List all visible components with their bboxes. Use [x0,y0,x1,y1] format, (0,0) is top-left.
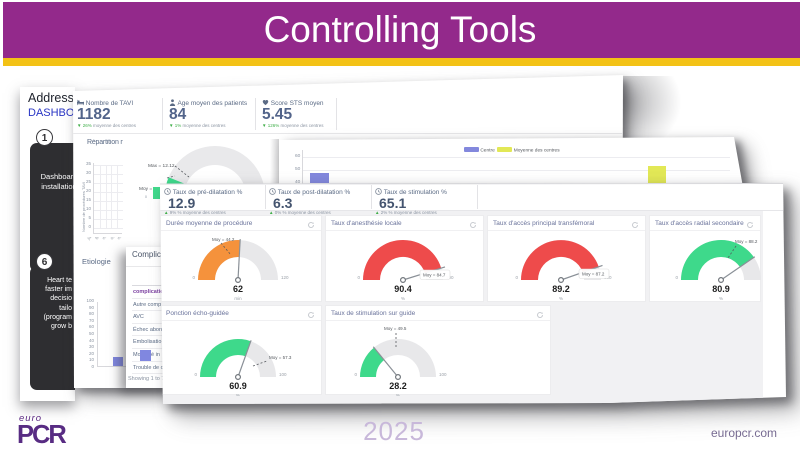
svg-text:Moy = 87.2: Moy = 87.2 [582,272,605,277]
svg-text:90.4: 90.4 [394,284,412,294]
svg-text:120: 120 [281,275,289,280]
svg-text:Moy = 10.96: Moy = 10.96 [139,186,166,192]
svg-text:Moy = 49.5: Moy = 49.5 [384,326,407,331]
svg-text:%: % [401,296,405,301]
svg-text:Moy = 57.3: Moy = 57.3 [269,355,292,360]
svg-text:0: 0 [675,275,678,280]
svg-text:Moy = 44.2: Moy = 44.2 [212,237,235,242]
svg-text:%: % [559,296,563,301]
svg-text:%: % [236,393,240,396]
svg-text:min: min [234,296,242,301]
svg-text:%: % [396,393,400,396]
svg-text:%: % [719,296,723,301]
svg-text:0: 0 [357,275,360,280]
svg-text:0: 0 [192,275,195,280]
svg-text:Moy = 84.7: Moy = 84.7 [423,273,446,278]
svg-text:60.9: 60.9 [229,381,247,391]
svg-text:Moy = 88.2: Moy = 88.2 [735,239,758,244]
svg-text:Max = 12.12: Max = 12.12 [148,163,175,169]
svg-text:80.9: 80.9 [712,284,730,294]
svg-text:89.2: 89.2 [552,284,570,294]
svg-text:0: 0 [354,372,357,377]
svg-text:0: 0 [194,372,197,377]
svg-text:28.2: 28.2 [389,381,407,391]
svg-text:62: 62 [233,284,243,294]
svg-text:100: 100 [279,372,287,377]
svg-text:0: 0 [515,275,518,280]
svg-text:100: 100 [439,372,447,377]
